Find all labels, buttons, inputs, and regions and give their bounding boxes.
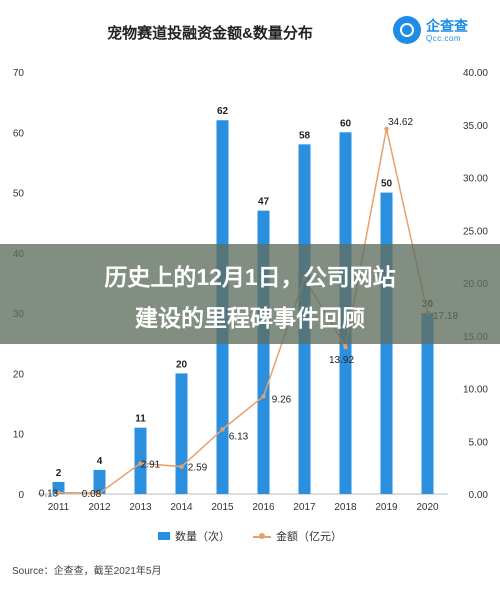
bar-value-label: 20 (176, 359, 188, 370)
amount-value-label: 13.92 (329, 355, 354, 366)
legend-item-amount: 金额（亿元） (253, 528, 342, 544)
amount-value-label: 9.26 (272, 394, 292, 405)
qichacha-logo: 企查查 Qcc.com (393, 14, 493, 48)
source-note: Source：企查查，截至2021年5月 (12, 566, 162, 577)
y-left-tick-label: 50 (13, 189, 25, 200)
amount-point (179, 464, 184, 469)
legend-item-count: 数量（次） (157, 528, 230, 544)
y-left-tick-label: 10 (13, 430, 25, 441)
bar (52, 481, 65, 494)
amount-value-label: 6.13 (229, 431, 249, 442)
x-tick-label: 2016 (252, 502, 275, 513)
legend-line-swatch (253, 533, 272, 540)
x-tick-label: 2014 (170, 502, 193, 513)
bar-value-label: 60 (340, 118, 352, 129)
amount-value-label: 34.62 (388, 117, 413, 128)
y-right-tick-label: 0.00 (469, 490, 489, 501)
amount-line (58, 128, 429, 494)
amount-value-label: 2.59 (188, 463, 208, 474)
x-tick-label: 2017 (293, 502, 316, 513)
bar-value-label: 58 (299, 130, 311, 141)
y-right-tick-label: 25.00 (463, 226, 488, 237)
amount-point (261, 394, 266, 399)
magnifier-logo-icon (393, 16, 421, 44)
headline-line-1: 历史上的12月1日，公司网站 (104, 264, 396, 290)
chart-legend: 数量（次） 金额（亿元） (0, 528, 500, 544)
x-tick-label: 2019 (375, 502, 398, 513)
y-left-tick-label: 0 (18, 490, 24, 501)
bar-value-label: 62 (217, 106, 229, 117)
headline-banner: 历史上的12月1日，公司网站 建设的里程碑事件回顾 (0, 244, 500, 344)
bar-value-label: 47 (258, 197, 270, 208)
amount-point (138, 461, 143, 466)
legend-label-amount: 金额（亿元） (276, 531, 343, 543)
amount-point (343, 344, 348, 350)
bar-value-label: 11 (135, 414, 146, 425)
bar (175, 373, 188, 494)
logo-url: Qcc.com (426, 34, 462, 43)
x-tick-label: 2018 (334, 502, 357, 513)
y-right-tick-label: 40.00 (463, 68, 488, 79)
logo-name: 企查查 (426, 18, 468, 34)
amount-point (384, 126, 389, 131)
bar-value-label: 2 (56, 468, 62, 479)
x-tick-label: 2012 (88, 502, 111, 513)
x-tick-label: 2011 (48, 502, 70, 513)
y-right-tick-label: 30.00 (463, 174, 488, 185)
bar-value-label: 50 (381, 179, 393, 190)
amount-point (97, 490, 102, 496)
amount-point (220, 427, 225, 432)
bar-value-label: 4 (97, 456, 103, 467)
legend-bar-swatch (157, 532, 170, 540)
y-right-tick-label: 35.00 (463, 121, 488, 132)
bar (93, 469, 106, 494)
x-tick-label: 2015 (211, 502, 234, 513)
y-left-tick-label: 60 (13, 128, 25, 139)
amount-value-label: 0.08 (82, 489, 102, 500)
headline-line-2: 建设的里程碑事件回顾 (135, 305, 365, 331)
amount-point (56, 490, 61, 495)
amount-value-label: 0.13 (39, 489, 59, 500)
chart-title: 宠物赛道投融资金额&数量分布 (107, 25, 313, 42)
y-left-tick-label: 20 (13, 369, 25, 380)
bar (134, 427, 147, 494)
legend-label-count: 数量（次） (174, 531, 230, 543)
x-tick-label: 2020 (416, 502, 439, 513)
bar (421, 313, 434, 494)
y-right-tick-label: 5.00 (469, 437, 489, 448)
y-right-tick-label: 10.00 (463, 385, 488, 396)
x-tick-label: 2013 (129, 502, 152, 513)
y-left-tick-label: 70 (13, 68, 25, 79)
amount-value-label: 2.91 (141, 459, 161, 470)
